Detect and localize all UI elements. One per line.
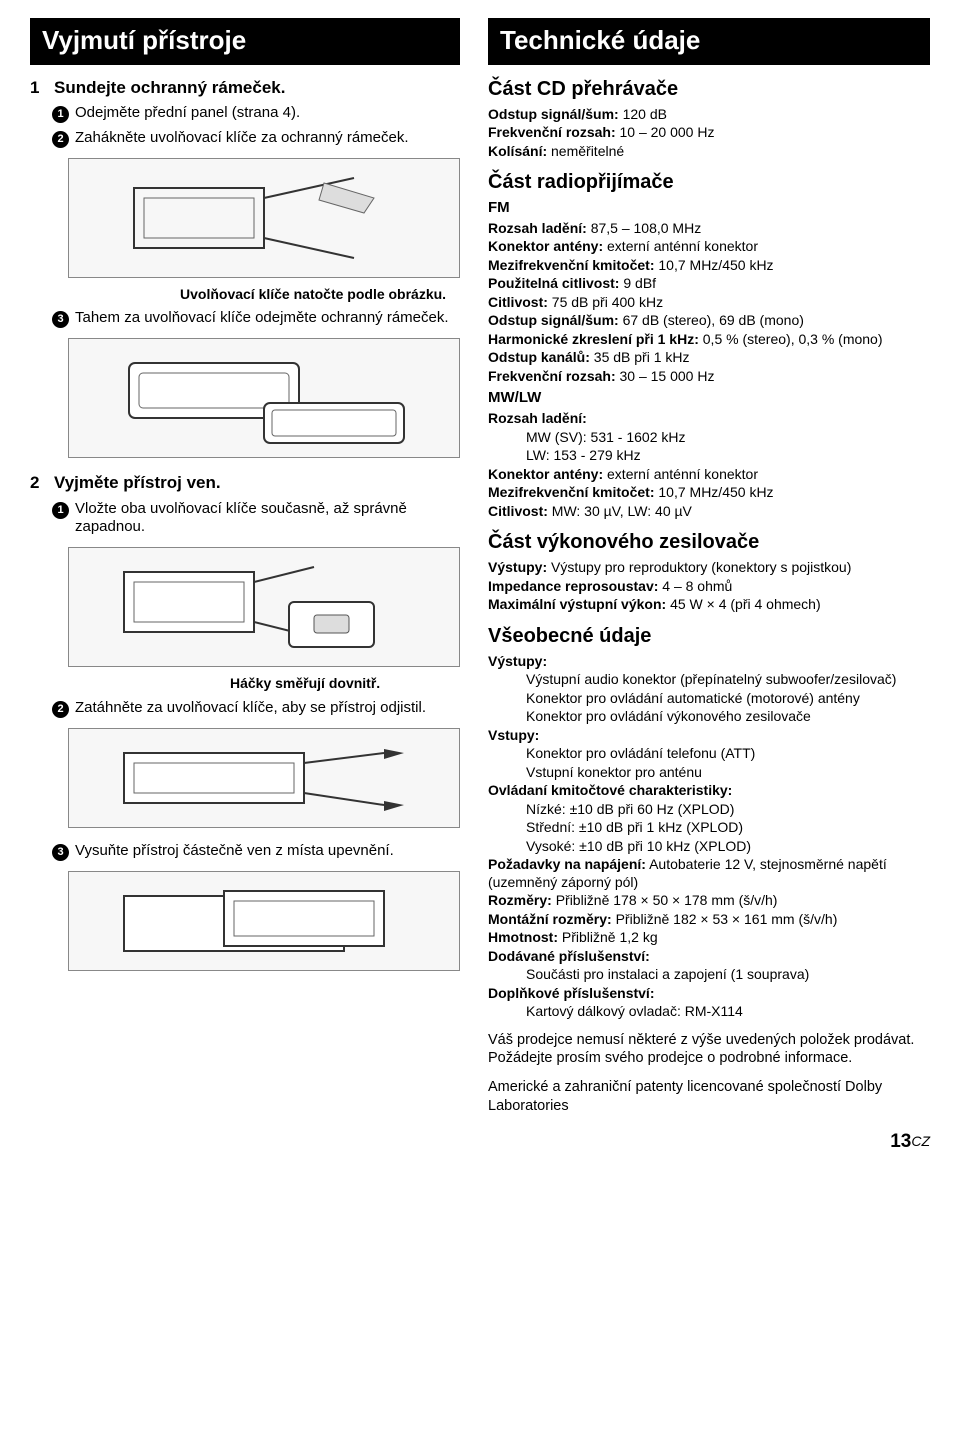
gen-pow: Požadavky na napájení: Autobaterie 12 V,… <box>488 856 930 891</box>
release-keys-diagram-icon <box>124 168 404 268</box>
fm-thd: Harmonické zkreslení při 1 kHz: 0,5 % (s… <box>488 331 930 349</box>
gen-in-l: Vstupy: <box>488 727 930 745</box>
gen-in2: Vstupní konektor pro anténu <box>488 764 930 782</box>
fm-sens: Citlivost: 75 dB při 400 kHz <box>488 294 930 312</box>
diagram-2 <box>68 338 460 458</box>
mw-sens: Citlivost: MW: 30 µV, LW: 40 µV <box>488 503 930 521</box>
gen-opt-l: Doplňkové příslušenství: <box>488 985 930 1003</box>
gen-out1: Výstupní audio konektor (přepínatelný su… <box>488 671 930 689</box>
fm-heading: FM <box>488 199 930 218</box>
right-title: Technické údaje <box>488 18 930 65</box>
substep-1c: 3 Tahem za uvolňovací klíče odejměte och… <box>52 309 460 328</box>
remove-frame-diagram-icon <box>114 348 414 448</box>
gen-dim: Rozměry: Přibližně 178 × 50 × 178 mm (š/… <box>488 892 930 910</box>
gen-tone2: Střední: ±10 dB při 1 kHz (XPLOD) <box>488 819 930 837</box>
diagram-4 <box>68 728 460 828</box>
gen-tone1: Nízké: ±10 dB při 60 Hz (XPLOD) <box>488 801 930 819</box>
spec-cd-freq: Frekvenční rozsah: 10 – 20 000 Hz <box>488 124 930 142</box>
radio-heading: Část radiopřijímače <box>488 170 930 195</box>
gen-tone-l: Ovládaní kmitočtové charakteristiky: <box>488 782 930 800</box>
gen-tone3: Vysoké: ±10 dB při 10 kHz (XPLOD) <box>488 838 930 856</box>
cd-heading: Část CD přehrávače <box>488 77 930 102</box>
circled-2b: 2 <box>52 701 69 718</box>
fm-sn: Odstup signál/šum: 67 dB (stereo), 69 dB… <box>488 312 930 330</box>
amp-pow: Maximální výstupní výkon: 45 W × 4 (při … <box>488 596 930 614</box>
fm-freq: Frekvenční rozsah: 30 – 15 000 Hz <box>488 368 930 386</box>
gen-mnt: Montážní rozměry: Přibližně 182 × 53 × 1… <box>488 911 930 929</box>
circled-3: 3 <box>52 311 69 328</box>
spec-cd-wow: Kolísání: neměřitelné <box>488 143 930 161</box>
step1-text: Sundejte ochranný rámeček. <box>54 77 285 98</box>
mw-range: MW (SV): 531 - 1602 kHz <box>488 429 930 447</box>
left-title: Vyjmutí přístroje <box>30 18 460 65</box>
gen-in1: Konektor pro ovládání telefonu (ATT) <box>488 745 930 763</box>
mwlw-heading: MW/LW <box>488 389 930 408</box>
gen-sup-l: Dodávané příslušenství: <box>488 948 930 966</box>
caption-2: Háčky směřují dovnitř. <box>230 675 460 693</box>
gen-heading: Všeobecné údaje <box>488 624 930 649</box>
circled-3b: 3 <box>52 844 69 861</box>
gen-out3: Konektor pro ovládání výkonového zesilov… <box>488 708 930 726</box>
gen-opt-v: Kartový dálkový ovladač: RM-X114 <box>488 1003 930 1021</box>
page-number: 13CZ <box>488 1130 930 1154</box>
step1: 1 Sundejte ochranný rámeček. <box>30 77 460 98</box>
fm-sep: Odstup kanálů: 35 dB při 1 kHz <box>488 349 930 367</box>
gen-wt: Hmotnost: Přibližně 1,2 kg <box>488 929 930 947</box>
dolby-note: Americké a zahraniční patenty licencovan… <box>488 1078 930 1116</box>
substep-2b: 2 Zatáhněte za uvolňovací klíče, aby se … <box>52 699 460 718</box>
fm-if: Mezifrekvenční kmitočet: 10,7 MHz/450 kH… <box>488 257 930 275</box>
diagram-1 <box>68 158 460 278</box>
amp-imp: Impedance reprosoustav: 4 – 8 ohmů <box>488 578 930 596</box>
substep-2c: 3 Vysuňte přístroj částečně ven z místa … <box>52 842 460 861</box>
mw-ant: Konektor antény: externí anténní konekto… <box>488 466 930 484</box>
circled-1b: 1 <box>52 502 69 519</box>
step1-num: 1 <box>30 77 48 98</box>
circled-2: 2 <box>52 131 69 148</box>
step2-text: Vyjměte přístroj ven. <box>54 472 221 493</box>
fm-ant: Konektor antény: externí anténní konekto… <box>488 238 930 256</box>
substep-1a: 1 Odejměte přední panel (strana 4). <box>52 104 460 123</box>
step2-num: 2 <box>30 472 48 493</box>
dealer-note: Váš prodejce nemusí některé z výše uvede… <box>488 1031 930 1069</box>
diagram-5 <box>68 871 460 971</box>
gen-sup-v: Součásti pro instalaci a zapojení (1 sou… <box>488 966 930 984</box>
step2: 2 Vyjměte přístroj ven. <box>30 472 460 493</box>
fm-usens: Použitelná citlivost: 9 dBf <box>488 275 930 293</box>
gen-out-l: Výstupy: <box>488 653 930 671</box>
amp-heading: Část výkonového zesilovače <box>488 530 930 555</box>
fm-tuning: Rozsah ladění: 87,5 – 108,0 MHz <box>488 220 930 238</box>
mw-tuning-l: Rozsah ladění: <box>488 410 930 428</box>
insert-keys-diagram-icon <box>114 552 414 662</box>
slide-out-diagram-icon <box>104 876 424 966</box>
gen-out2: Konektor pro ovládání automatické (motor… <box>488 690 930 708</box>
spec-cd-sn: Odstup signál/šum: 120 dB <box>488 106 930 124</box>
mw-if: Mezifrekvenční kmitočet: 10,7 MHz/450 kH… <box>488 484 930 502</box>
substep-2a: 1 Vložte oba uvolňovací klíče současně, … <box>52 500 460 538</box>
caption-1: Uvolňovací klíče natočte podle obrázku. <box>180 286 460 304</box>
pull-keys-diagram-icon <box>104 733 424 823</box>
substep-1b: 2 Zahákněte uvolňovací klíče za ochranný… <box>52 129 460 148</box>
diagram-3 <box>68 547 460 667</box>
circled-1: 1 <box>52 106 69 123</box>
amp-out: Výstupy: Výstupy pro reproduktory (konek… <box>488 559 930 577</box>
lw-range: LW: 153 - 279 kHz <box>488 447 930 465</box>
